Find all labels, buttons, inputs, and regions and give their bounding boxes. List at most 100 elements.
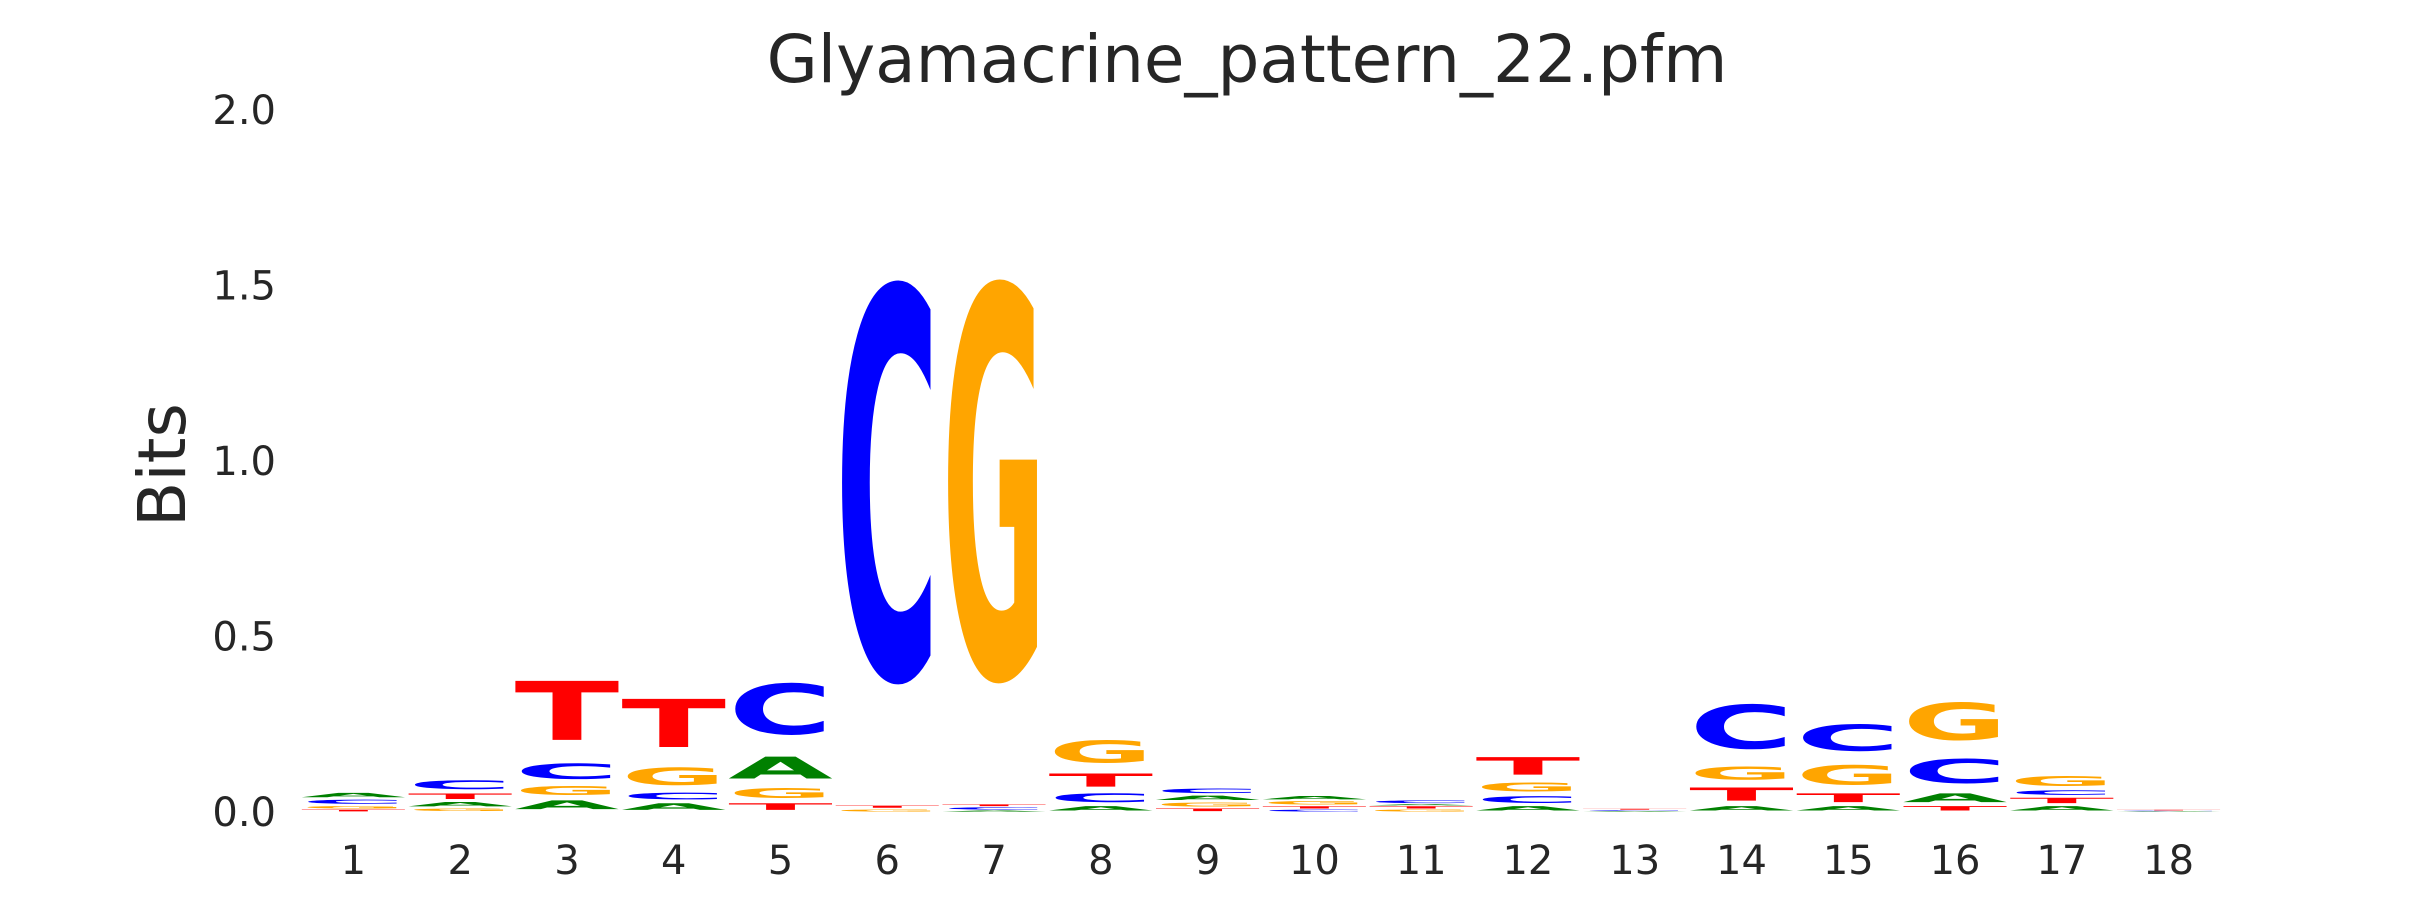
logo-letter-t: T — [1689, 784, 1794, 805]
logo-letter-t: T — [1155, 808, 1260, 812]
logo-letter-c: C — [1796, 717, 1901, 759]
logo-letter-t: T — [515, 665, 620, 759]
x-axis-ticks: 1 2 3 4 5 6 7 8 9 10 11 12 13 14 15 16 17 18 — [341, 838, 2194, 884]
x-tick-label: 10 — [1289, 838, 1340, 884]
logo-letter-c: C — [2010, 789, 2115, 796]
logo-letter-t: T — [728, 801, 833, 812]
logo-letter-t: T — [2010, 796, 2115, 805]
logo-letter-a: A — [2010, 805, 2115, 812]
logo-letter-c: C — [1155, 787, 1260, 794]
logo-letter-g: G — [1369, 809, 1474, 812]
logo-stack-6: GTC — [835, 182, 940, 812]
logo-letter-c: C — [835, 182, 940, 804]
logo-letter-c: C — [1582, 810, 1687, 811]
logo-letter-a: A — [1689, 805, 1794, 812]
x-tick-label: 8 — [1088, 838, 1113, 884]
logo-letter-c: C — [1689, 693, 1794, 763]
y-axis-label: Bits — [124, 403, 201, 527]
y-tick-label: 2.0 — [212, 88, 276, 134]
x-tick-label: 18 — [2143, 838, 2194, 884]
logo-letter-t: T — [942, 804, 1047, 807]
logo-letter-c: C — [1049, 791, 1154, 805]
logo-letter-g: G — [408, 808, 513, 812]
logo-letter-a: A — [1155, 794, 1260, 801]
logo-letter-t: T — [621, 686, 726, 763]
logo-letter-g: G — [728, 786, 833, 802]
x-tick-label: 16 — [1930, 838, 1981, 884]
logo-letter-g: G — [942, 181, 1047, 803]
logo-letter-t: T — [1903, 805, 2008, 812]
logo-stack-18: ACT — [2116, 810, 2221, 812]
logo-letter-c: C — [621, 791, 726, 802]
logo-letter-g: G — [1903, 693, 2008, 752]
logo-letter-g: G — [835, 809, 940, 812]
logo-letter-t: T — [301, 809, 406, 812]
logo-letter-c: C — [301, 799, 406, 805]
logo-letter-a: A — [515, 798, 620, 812]
logo-letter-a: A — [1369, 804, 1474, 806]
logo-letter-a: A — [1903, 791, 2008, 805]
logo-letter-c: C — [942, 807, 1047, 811]
x-tick-label: 12 — [1502, 838, 1553, 884]
x-tick-label: 13 — [1609, 838, 1660, 884]
logo-letter-c: C — [1476, 794, 1581, 805]
logo-letter-t: T — [2116, 810, 2221, 811]
logo-letter-a: A — [1582, 811, 1687, 812]
x-tick-label: 14 — [1716, 838, 1767, 884]
logo-letter-a: A — [621, 801, 726, 812]
logo-letter-a: A — [1262, 795, 1367, 800]
logo-letter-a: A — [1049, 805, 1154, 812]
logo-letter-a: A — [2116, 811, 2221, 812]
logo-letter-c: C — [515, 760, 620, 785]
logo-letter-t: T — [1262, 806, 1367, 810]
logo-letter-t: T — [1582, 808, 1687, 809]
x-tick-label: 1 — [341, 838, 366, 884]
y-tick-label: 1.5 — [212, 264, 276, 310]
logo-letter-t: T — [408, 792, 513, 801]
x-tick-label: 17 — [2036, 838, 2087, 884]
x-tick-label: 6 — [875, 838, 900, 884]
x-tick-label: 9 — [1195, 838, 1220, 884]
logo-letter-t: T — [835, 805, 940, 809]
logo-letter-g: G — [1689, 763, 1794, 784]
logo-letter-g: G — [1049, 735, 1154, 770]
logo-letter-a: A — [942, 810, 1047, 812]
logo-letter-g: G — [621, 763, 726, 791]
logo-letter-c: C — [408, 778, 513, 792]
logo-letter-g: G — [1476, 781, 1581, 795]
logo-letter-t: T — [1049, 770, 1154, 791]
logo-letter-c: C — [1262, 809, 1367, 812]
logo-letter-c: C — [2116, 811, 2221, 812]
logo-letter-a: A — [728, 751, 833, 786]
logo-stack-13: ACT — [1582, 808, 1687, 812]
logo-letter-a: A — [1476, 805, 1581, 812]
logo-letter-g: G — [301, 805, 406, 809]
y-tick-label: 0.5 — [212, 615, 276, 661]
logo-letter-a: A — [301, 792, 406, 799]
logo-letter-c: C — [1903, 753, 2008, 791]
logo-letter-g: G — [1796, 759, 1901, 791]
x-tick-label: 3 — [554, 838, 579, 884]
x-tick-label: 11 — [1396, 838, 1447, 884]
x-tick-label: 15 — [1823, 838, 1874, 884]
y-tick-label: 1.0 — [212, 439, 276, 485]
y-axis-ticks: 0.0 0.5 1.0 1.5 2.0 — [212, 88, 276, 836]
logo-letter-g: G — [2010, 774, 2115, 790]
x-tick-label: 4 — [661, 838, 686, 884]
x-tick-label: 5 — [768, 838, 793, 884]
x-tick-label: 7 — [981, 838, 1006, 884]
